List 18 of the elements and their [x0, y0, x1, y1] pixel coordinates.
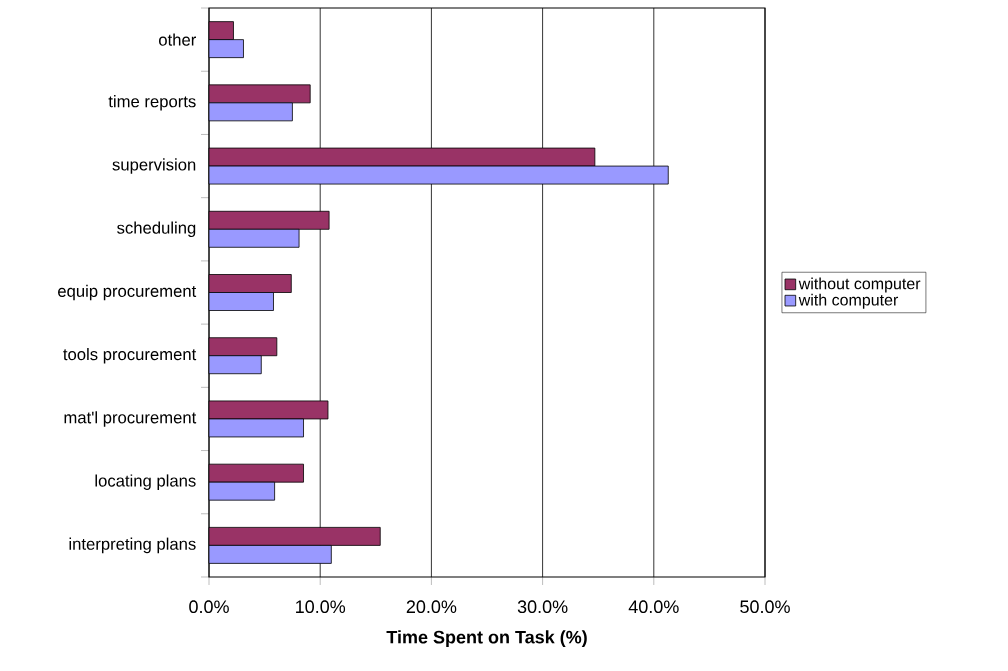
legend-label: with computer [798, 293, 899, 309]
x-tick-label: 30.0% [517, 600, 568, 614]
x-tick-label: 40.0% [628, 600, 679, 614]
y-tick-label: tools procurement [63, 347, 197, 364]
y-tick-label: other [159, 33, 197, 46]
y-tick-label: scheduling [117, 221, 196, 238]
y-tick-label: time reports [108, 95, 196, 111]
legend-label: without computer [798, 277, 921, 293]
x-tick-label: 20.0% [406, 600, 457, 614]
x-tick-label: 10.0% [296, 600, 346, 614]
y-tick-label: mat'l procurement [64, 411, 197, 427]
y-tick-label: equip procurement [58, 284, 197, 301]
x-axis-title: Time Spent on Task (%) [386, 630, 587, 648]
x-tick-label: 0.0% [189, 600, 229, 614]
x-tick-label: 50.0% [740, 600, 790, 614]
y-tick-label: interpreting plans [69, 537, 196, 554]
y-tick-label: locating plans [95, 474, 196, 490]
y-tick-label: supervision [112, 158, 196, 174]
